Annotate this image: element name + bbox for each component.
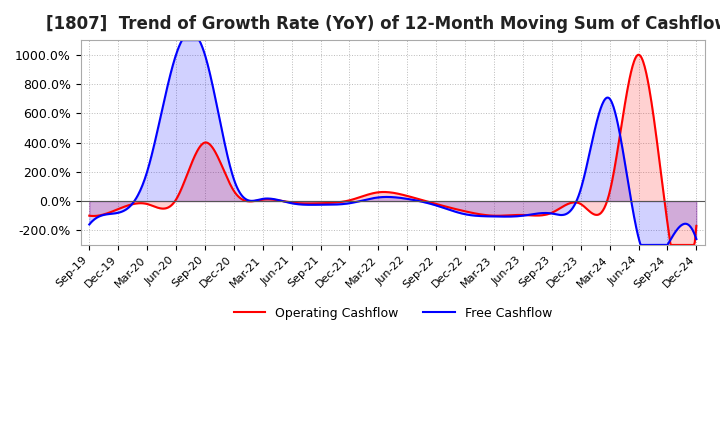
Free Cashflow — [122, 206, 131, 212]
Operating Cashflow — [85, 213, 94, 218]
Free Cashflow — [85, 222, 94, 227]
Operating Cashflow — [438, 203, 446, 208]
Operating Cashflow — [122, 203, 131, 209]
Free Cashflow — [472, 213, 481, 218]
Free Cashflow — [692, 236, 701, 242]
Free Cashflow — [608, 102, 617, 107]
Operating Cashflow — [545, 211, 554, 216]
Operating Cashflow — [667, 242, 675, 248]
Operating Cashflow — [692, 223, 701, 228]
Free Cashflow — [546, 211, 555, 216]
Operating Cashflow — [634, 52, 643, 57]
Operating Cashflow — [454, 207, 462, 212]
Free Cashflow — [438, 205, 447, 210]
Operating Cashflow — [608, 179, 616, 184]
Operating Cashflow — [472, 211, 480, 216]
Free Cashflow — [636, 242, 645, 248]
Legend: Operating Cashflow, Free Cashflow: Operating Cashflow, Free Cashflow — [229, 302, 557, 325]
Line: Operating Cashflow: Operating Cashflow — [89, 55, 696, 245]
Free Cashflow — [179, 37, 187, 43]
Line: Free Cashflow: Free Cashflow — [89, 40, 696, 245]
Free Cashflow — [454, 210, 463, 215]
Title: [1807]  Trend of Growth Rate (YoY) of 12-Month Moving Sum of Cashflows: [1807] Trend of Growth Rate (YoY) of 12-… — [46, 15, 720, 33]
